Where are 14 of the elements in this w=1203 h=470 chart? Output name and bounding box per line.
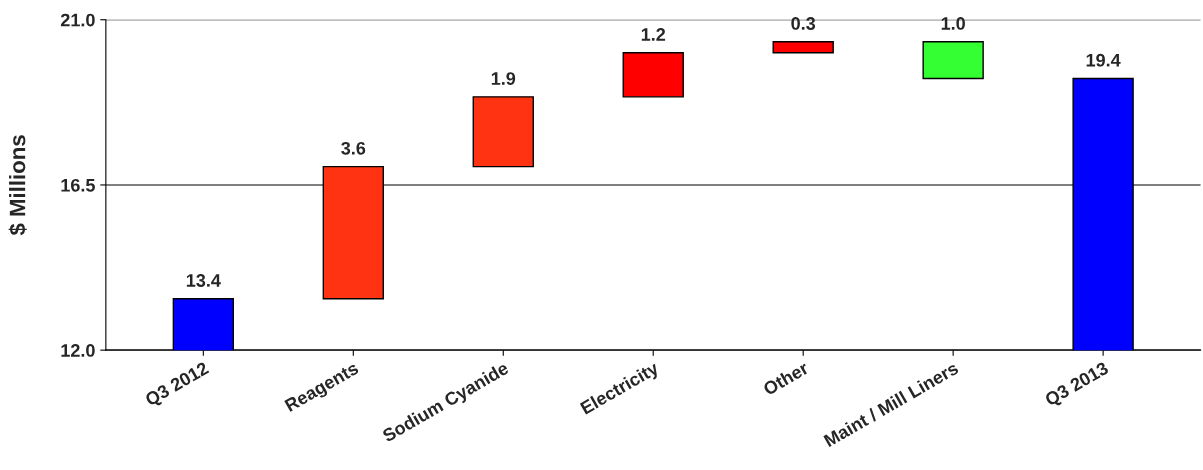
y-axis-title: $ Millions bbox=[8, 135, 27, 236]
x-tick-label: Other bbox=[762, 360, 810, 396]
y-tick-label: 12.0 bbox=[61, 344, 95, 357]
data-label: 13.4 bbox=[186, 274, 221, 287]
data-label: 1.0 bbox=[941, 17, 965, 30]
data-label: 0.3 bbox=[791, 17, 816, 30]
data-label: 19.4 bbox=[1086, 53, 1121, 67]
y-tick-label: 21.0 bbox=[60, 13, 95, 27]
x-tick-label: Q3 2013 bbox=[1044, 361, 1111, 410]
x-tick-label: Q3 2012 bbox=[144, 361, 212, 410]
y-tick-label: 16.5 bbox=[61, 178, 95, 192]
data-label: 3.6 bbox=[341, 141, 366, 155]
data-label: 1.2 bbox=[641, 28, 666, 41]
data-label: 1.9 bbox=[491, 72, 516, 85]
